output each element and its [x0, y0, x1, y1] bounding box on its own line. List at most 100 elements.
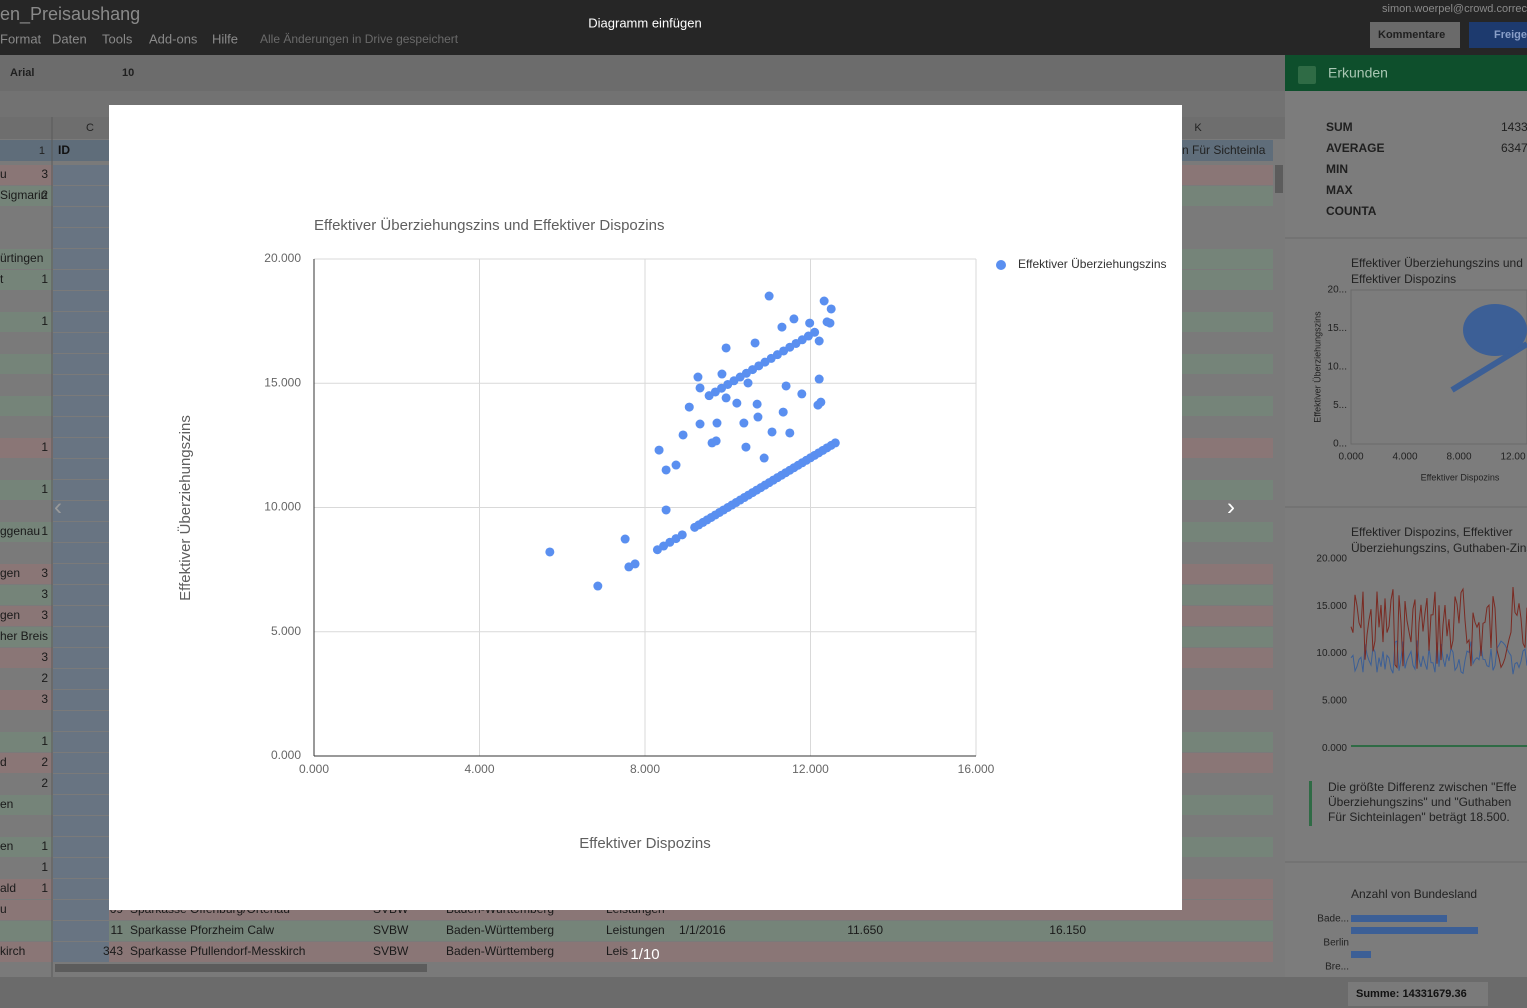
menu-item[interactable]: Add-ons: [149, 31, 198, 46]
scatter-point: [753, 412, 763, 422]
cell-text: gen: [0, 566, 20, 580]
cell-number: 3: [41, 608, 48, 622]
scatter-point: [677, 530, 687, 540]
id-cell: [53, 375, 109, 395]
mini-y-tick: 10...: [1328, 362, 1347, 373]
mini-y-tick: 15.000: [1316, 601, 1347, 612]
scatter-point: [810, 327, 820, 337]
cell-text: Sigmarin: [0, 188, 47, 202]
cell-number: 1: [41, 314, 48, 328]
id-cell: [53, 543, 109, 563]
scatter-point: [693, 372, 703, 382]
cell-text: en: [0, 839, 13, 853]
mini-y-tick: 0...: [1333, 439, 1347, 450]
stat-value: 6347: [1501, 141, 1527, 155]
scatter-point: [797, 389, 807, 399]
scatter-point: [545, 547, 555, 557]
cell-text: her Breis: [0, 629, 48, 643]
scatter-point: [789, 314, 799, 324]
cell-number: 1: [41, 524, 48, 538]
id-cell: [53, 312, 109, 332]
scatter-point: [767, 427, 777, 437]
insight-bar: [1309, 781, 1312, 826]
cell-number: 2: [41, 188, 48, 202]
sheet-row: [0, 942, 1273, 962]
x-tick-label: 0.000: [299, 762, 329, 776]
cell-text: en: [0, 797, 13, 811]
scatter-point: [814, 336, 824, 346]
mini-y-tick: 20...: [1328, 285, 1347, 296]
id-cell: [53, 816, 109, 836]
user-email: simon.woerpel@crowd.correc: [1382, 3, 1527, 15]
mini-y-tick: 5...: [1333, 400, 1347, 411]
scatter-point: [826, 304, 836, 314]
cell-text: u: [0, 902, 7, 916]
id-cell: [53, 333, 109, 353]
scatter-point: [752, 399, 762, 409]
scatter-point: [593, 581, 603, 591]
scatter-point: [805, 318, 815, 328]
menu-item[interactable]: Hilfe: [212, 31, 238, 46]
id-cell: [53, 249, 109, 269]
stat-name: AVERAGE: [1326, 141, 1384, 155]
id-cell: [53, 459, 109, 479]
cell-number: 3: [41, 692, 48, 706]
x-tick-label: 8.000: [630, 762, 660, 776]
menu-item[interactable]: Format: [0, 31, 42, 46]
explore-panel: [1285, 91, 1527, 977]
doc-title: en_Preisaushang: [0, 4, 140, 25]
comments-button[interactable]: [1370, 22, 1460, 48]
id-cell: [53, 564, 109, 584]
x-tick-label: 12.000: [792, 762, 829, 776]
cell-number: 1: [41, 440, 48, 454]
id-cell: [53, 396, 109, 416]
mini-bar-label: Berlin: [1323, 938, 1349, 949]
stat-value: 1433: [1501, 120, 1527, 134]
cell-number: 1: [41, 482, 48, 496]
menu-item[interactable]: Tools: [102, 31, 133, 46]
cell-text: ggenau: [0, 524, 40, 538]
scatter-point: [711, 436, 721, 446]
id-cell: [53, 291, 109, 311]
column-letter: K: [1194, 122, 1202, 134]
cell-text: gen: [0, 608, 20, 622]
cell-number: 1: [41, 272, 48, 286]
scatter-point: [721, 343, 731, 353]
id-cell: [53, 228, 109, 248]
next-arrow[interactable]: ›: [1227, 493, 1235, 520]
scatter-point: [678, 430, 688, 440]
mini-x-tick: 8.000: [1446, 452, 1471, 463]
id-cell: [53, 879, 109, 899]
prev-arrow[interactable]: ‹: [54, 493, 62, 520]
scatter-point: [814, 374, 824, 384]
id-cell: [53, 774, 109, 794]
header-cell: ID: [58, 143, 70, 157]
scatter-point: [759, 453, 769, 463]
chart-title: Effektiver Überziehungszins und Effektiv…: [314, 216, 664, 234]
y-tick-label: 15.000: [264, 375, 301, 389]
id-cell: [53, 165, 109, 185]
mini-y-tick: 15...: [1328, 323, 1347, 334]
mini-decoration: [1351, 927, 1478, 934]
scatter-point: [630, 559, 640, 569]
scatter-point: [620, 534, 630, 544]
cell-number: 1: [41, 839, 48, 853]
cell-number: 3: [41, 167, 48, 181]
mini-decoration: [1450, 341, 1527, 393]
toolbar: [0, 55, 1285, 91]
sum-box[interactable]: [1348, 982, 1488, 1006]
mini-x-tick: 4.000: [1392, 452, 1417, 463]
stat-name: MIN: [1326, 162, 1348, 176]
x-axis-title: Effektiver Dispozins: [579, 835, 710, 852]
sum-label: Summe: 14331679.36: [1356, 988, 1467, 1000]
share-button[interactable]: [1469, 22, 1527, 48]
cell-text: Sparkasse Pforzheim Calw: [130, 923, 274, 937]
id-cell: [53, 606, 109, 626]
share-label: Freige: [1494, 29, 1527, 41]
id-cell: [53, 480, 109, 500]
cell-text: 343: [103, 944, 123, 958]
cell-text: ald: [0, 881, 16, 895]
menu-item[interactable]: Daten: [52, 31, 87, 46]
id-cell: [53, 921, 109, 941]
